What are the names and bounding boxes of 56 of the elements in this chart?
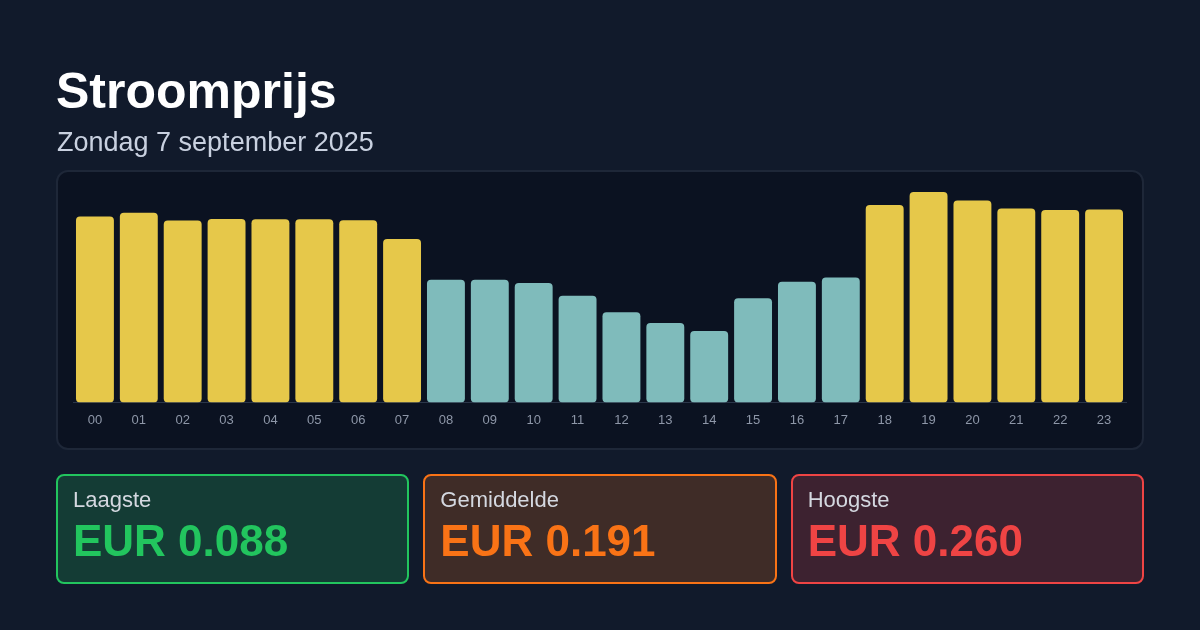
x-tick-label: 06 [350,411,366,427]
bar [75,216,114,403]
x-tick-label: 14 [701,411,717,427]
x-tick-label: 12 [614,411,629,427]
chart-subtitle: Zondag 7 september 2025 [57,127,374,157]
bar [821,277,860,403]
bar [207,218,246,403]
bar [1085,209,1124,403]
bar [514,283,553,403]
bar [383,238,422,403]
bar [865,205,904,403]
x-tick-label: 17 [833,411,849,427]
x-tick-label: 07 [394,411,410,427]
bar [339,220,378,403]
bar [734,298,773,403]
x-tick-label: 09 [482,411,498,427]
x-tick-label: 23 [1096,411,1112,427]
bar [997,208,1036,403]
x-tick-label: 04 [263,411,278,427]
x-tick-label: 05 [307,411,322,427]
x-tick-label: 15 [745,411,761,427]
bar [426,279,465,403]
bar [119,212,158,403]
bar [558,295,597,403]
text: EUR 0.191 [440,516,656,565]
category-label: Hoogste [807,487,890,512]
bar [1041,209,1080,403]
bar [909,192,948,403]
bar [251,219,290,403]
text: EUR 0.088 [73,516,289,565]
chart-title: Stroomprijs [56,63,337,119]
x-tick-label: 19 [921,411,936,427]
x-tick-label: 18 [877,411,892,427]
x-tick-label: 21 [1009,411,1024,427]
x-tick-label: 13 [658,411,673,427]
category-label: Laagste [73,487,152,512]
bar [470,279,509,403]
x-tick-label: 03 [219,411,234,427]
category-label: Gemiddelde [440,487,559,512]
x-tick-label: 11 [570,411,585,427]
bar [777,281,816,403]
x-tick-label: 02 [175,411,190,427]
text: EUR 0.260 [807,516,1023,565]
bar [953,200,992,403]
x-tick-label: 16 [789,411,805,427]
x-tick-label: 22 [1052,411,1068,427]
x-tick-label: 00 [87,411,103,427]
bar [295,219,334,403]
x-tick-label: 01 [131,411,147,427]
x-tick-label: 10 [526,411,541,427]
bar [690,331,729,403]
x-tick-label: 08 [438,411,454,427]
bar [646,323,685,403]
bar [163,220,202,403]
x-tick-label: 20 [965,411,980,427]
bar [602,312,641,403]
